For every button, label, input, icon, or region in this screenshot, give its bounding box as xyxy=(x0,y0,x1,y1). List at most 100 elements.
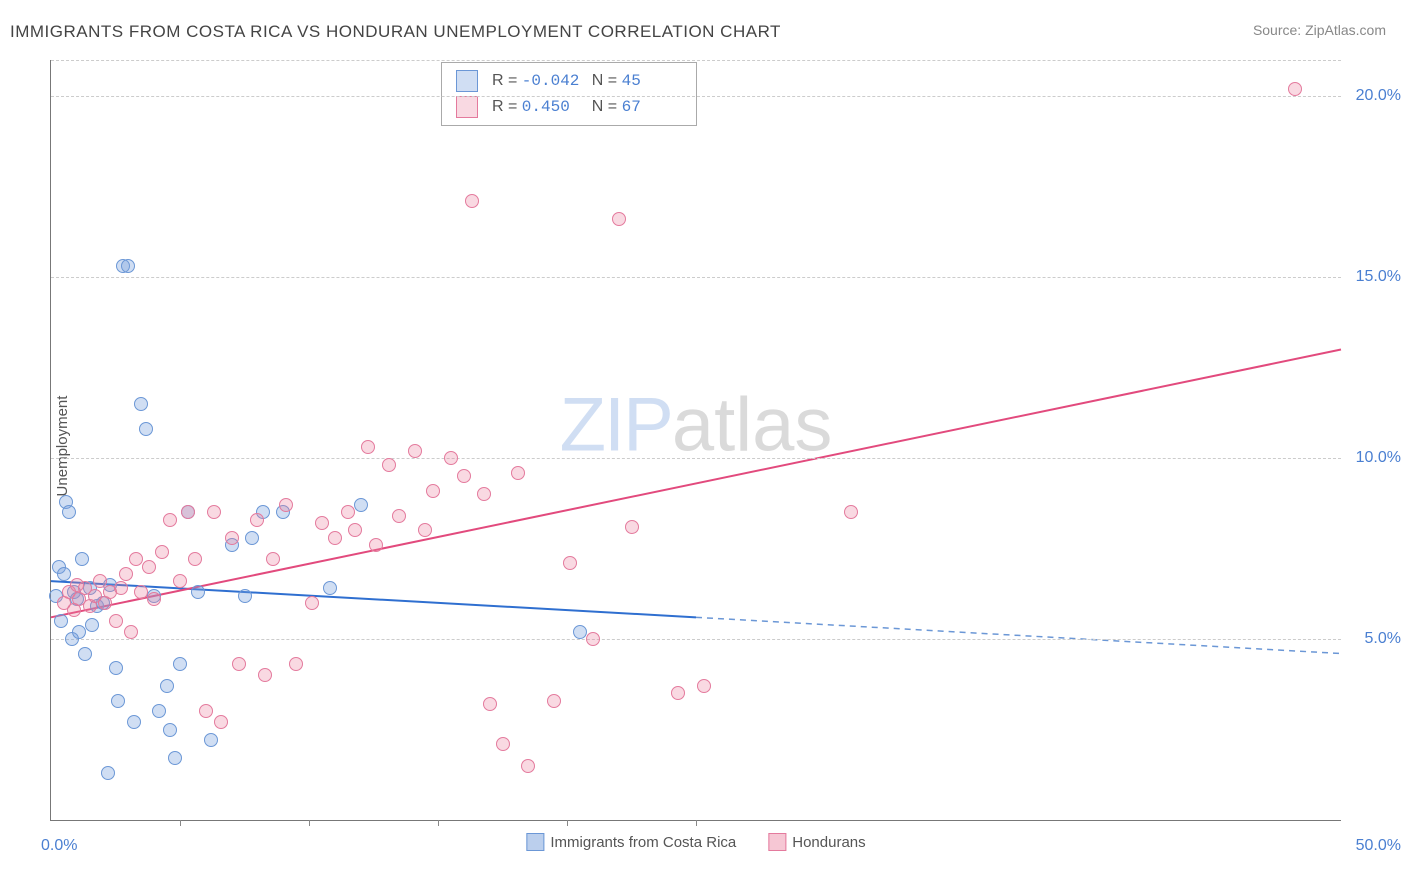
scatter-point-hondurans xyxy=(258,668,272,682)
stats-legend-row: R = 0.450N = 67 xyxy=(452,95,686,119)
stats-R-value: 0.450 xyxy=(522,95,582,119)
scatter-point-costa_rica xyxy=(62,505,76,519)
stats-N-label: N = xyxy=(592,72,622,89)
regression-lines-layer xyxy=(51,60,1341,820)
x-axis-tick xyxy=(438,820,439,826)
stats-N-value: 45 xyxy=(622,69,682,93)
scatter-point-costa_rica xyxy=(57,567,71,581)
scatter-point-hondurans xyxy=(844,505,858,519)
gridline-h xyxy=(51,60,1341,61)
x-axis-tick xyxy=(180,820,181,826)
scatter-point-hondurans xyxy=(250,513,264,527)
legend-swatch-costa_rica xyxy=(456,70,478,92)
gridline-h xyxy=(51,639,1341,640)
legend-label: Hondurans xyxy=(792,834,865,851)
stats-N-label: N = xyxy=(592,98,622,115)
scatter-point-hondurans xyxy=(477,487,491,501)
scatter-point-hondurans xyxy=(129,552,143,566)
scatter-point-costa_rica xyxy=(54,614,68,628)
scatter-point-costa_rica xyxy=(160,679,174,693)
scatter-point-hondurans xyxy=(279,498,293,512)
stats-legend-box: R = -0.042N = 45R = 0.450N = 67 xyxy=(441,62,697,126)
scatter-point-costa_rica xyxy=(323,581,337,595)
scatter-point-hondurans xyxy=(266,552,280,566)
scatter-point-costa_rica xyxy=(111,694,125,708)
legend-item: Hondurans xyxy=(768,833,865,851)
scatter-point-costa_rica xyxy=(134,397,148,411)
scatter-point-hondurans xyxy=(181,505,195,519)
scatter-point-hondurans xyxy=(114,581,128,595)
scatter-point-hondurans xyxy=(305,596,319,610)
scatter-point-hondurans xyxy=(521,759,535,773)
scatter-point-hondurans xyxy=(328,531,342,545)
x-axis-tick-max: 50.0% xyxy=(1356,837,1401,855)
scatter-point-costa_rica xyxy=(354,498,368,512)
scatter-point-hondurans xyxy=(361,440,375,454)
scatter-point-hondurans xyxy=(214,715,228,729)
plot-area: ZIPatlas R = -0.042N = 45R = 0.450N = 67… xyxy=(50,60,1341,821)
scatter-point-costa_rica xyxy=(109,661,123,675)
scatter-point-costa_rica xyxy=(152,704,166,718)
scatter-point-costa_rica xyxy=(139,422,153,436)
scatter-point-hondurans xyxy=(511,466,525,480)
regression-line-extrapolated-costa_rica xyxy=(696,617,1341,653)
scatter-point-hondurans xyxy=(142,560,156,574)
scatter-point-costa_rica xyxy=(85,618,99,632)
gridline-h xyxy=(51,458,1341,459)
scatter-point-hondurans xyxy=(155,545,169,559)
scatter-point-hondurans xyxy=(109,614,123,628)
scatter-point-hondurans xyxy=(289,657,303,671)
y-axis-tick-label: 20.0% xyxy=(1356,87,1401,105)
scatter-point-costa_rica xyxy=(75,552,89,566)
stats-N-value: 67 xyxy=(622,95,682,119)
scatter-point-costa_rica xyxy=(78,647,92,661)
scatter-point-hondurans xyxy=(147,592,161,606)
scatter-point-hondurans xyxy=(444,451,458,465)
gridline-h xyxy=(51,277,1341,278)
y-axis-tick-label: 15.0% xyxy=(1356,268,1401,286)
scatter-point-hondurans xyxy=(1288,82,1302,96)
scatter-point-hondurans xyxy=(348,523,362,537)
scatter-point-costa_rica xyxy=(191,585,205,599)
scatter-point-hondurans xyxy=(457,469,471,483)
scatter-point-hondurans xyxy=(697,679,711,693)
scatter-point-hondurans xyxy=(496,737,510,751)
scatter-point-hondurans xyxy=(671,686,685,700)
scatter-point-hondurans xyxy=(418,523,432,537)
scatter-point-hondurans xyxy=(124,625,138,639)
scatter-point-costa_rica xyxy=(173,657,187,671)
stats-legend-row: R = -0.042N = 45 xyxy=(452,69,686,93)
scatter-point-hondurans xyxy=(225,531,239,545)
scatter-point-hondurans xyxy=(199,704,213,718)
scatter-point-hondurans xyxy=(207,505,221,519)
source-label: Source: ZipAtlas.com xyxy=(1253,22,1386,38)
scatter-point-hondurans xyxy=(382,458,396,472)
series-legend: Immigrants from Costa Rica Hondurans xyxy=(510,833,881,855)
x-axis-tick xyxy=(696,820,697,826)
scatter-point-costa_rica xyxy=(121,259,135,273)
scatter-point-costa_rica xyxy=(127,715,141,729)
scatter-point-hondurans xyxy=(188,552,202,566)
scatter-point-hondurans xyxy=(408,444,422,458)
scatter-point-costa_rica xyxy=(163,723,177,737)
legend-swatch xyxy=(526,833,544,851)
x-axis-tick xyxy=(309,820,310,826)
scatter-point-costa_rica xyxy=(238,589,252,603)
x-axis-tick-min: 0.0% xyxy=(41,837,77,855)
scatter-point-hondurans xyxy=(369,538,383,552)
scatter-point-costa_rica xyxy=(204,733,218,747)
scatter-point-costa_rica xyxy=(245,531,259,545)
gridline-h xyxy=(51,96,1341,97)
x-axis-tick xyxy=(567,820,568,826)
chart-title: IMMIGRANTS FROM COSTA RICA VS HONDURAN U… xyxy=(10,22,781,42)
legend-label: Immigrants from Costa Rica xyxy=(550,834,736,851)
stats-R-value: -0.042 xyxy=(522,69,582,93)
scatter-point-hondurans xyxy=(134,585,148,599)
legend-swatch xyxy=(768,833,786,851)
scatter-point-hondurans xyxy=(465,194,479,208)
scatter-point-costa_rica xyxy=(101,766,115,780)
scatter-point-costa_rica xyxy=(168,751,182,765)
y-axis-tick-label: 10.0% xyxy=(1356,449,1401,467)
scatter-point-hondurans xyxy=(563,556,577,570)
legend-swatch-hondurans xyxy=(456,96,478,118)
